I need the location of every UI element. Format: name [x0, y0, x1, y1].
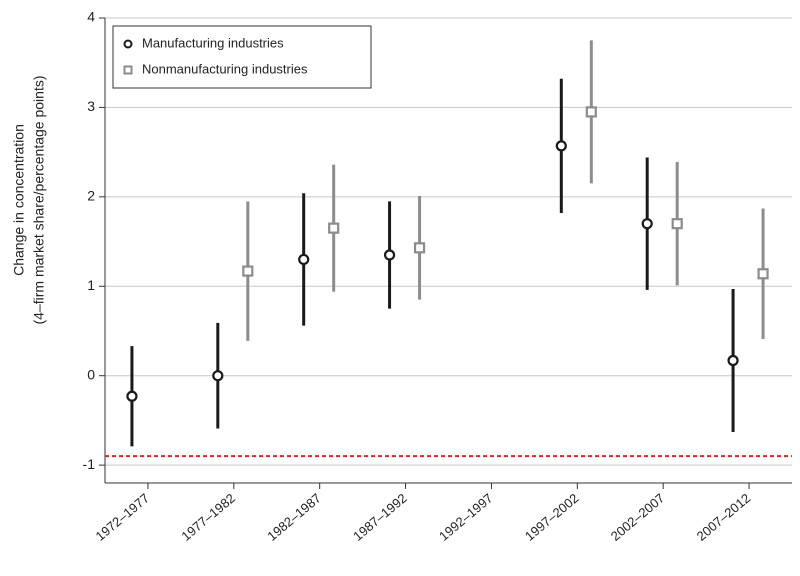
legend-marker	[123, 65, 133, 75]
point	[555, 140, 567, 152]
y-tick-label: 4	[87, 9, 95, 25]
x-tick-label: 2002–2007	[608, 490, 667, 543]
x-tick-label: 1997–2002	[522, 490, 581, 543]
point	[585, 106, 597, 118]
y-tick-label: 0	[87, 366, 95, 382]
point	[328, 222, 340, 234]
y-axis-label: Change in concentration	[11, 124, 27, 276]
point	[126, 390, 138, 402]
x-tick-label: 1972–1977	[93, 490, 152, 543]
y-tick-label: 3	[87, 98, 95, 114]
x-tick-label: 1987–1992	[350, 490, 409, 543]
y-axis-label: (4–firm market share/percentage points)	[31, 76, 47, 325]
point	[298, 253, 310, 266]
point	[671, 218, 683, 230]
point	[727, 354, 739, 367]
x-tick-label: 1992–1997	[436, 490, 495, 543]
legend-label: Manufacturing industries	[142, 35, 284, 50]
y-tick-label: 2	[87, 188, 95, 204]
point	[413, 242, 426, 254]
y-tick-label: 1	[87, 277, 95, 293]
point	[383, 249, 396, 261]
point	[641, 218, 653, 230]
legend-marker	[123, 39, 133, 49]
legend-label: Nonmanufacturing industries	[142, 61, 308, 76]
y-tick-label: -1	[83, 456, 96, 472]
legend-box	[112, 25, 372, 89]
point	[757, 268, 769, 280]
x-tick-label: 1977–1982	[178, 490, 237, 543]
point	[242, 265, 254, 277]
x-tick-label: 2007–2012	[694, 490, 753, 543]
point	[212, 370, 224, 382]
x-tick-label: 1982–1987	[264, 490, 323, 543]
